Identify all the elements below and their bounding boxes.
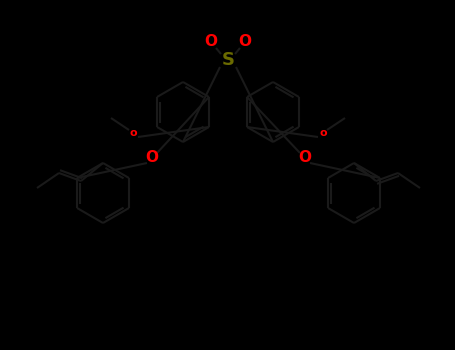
Text: o: o [319,128,327,138]
Text: O: O [204,35,217,49]
Text: O: O [298,150,312,166]
Text: S: S [222,51,234,69]
Text: o: o [129,128,137,138]
Text: O: O [146,150,158,166]
Text: O: O [238,35,252,49]
